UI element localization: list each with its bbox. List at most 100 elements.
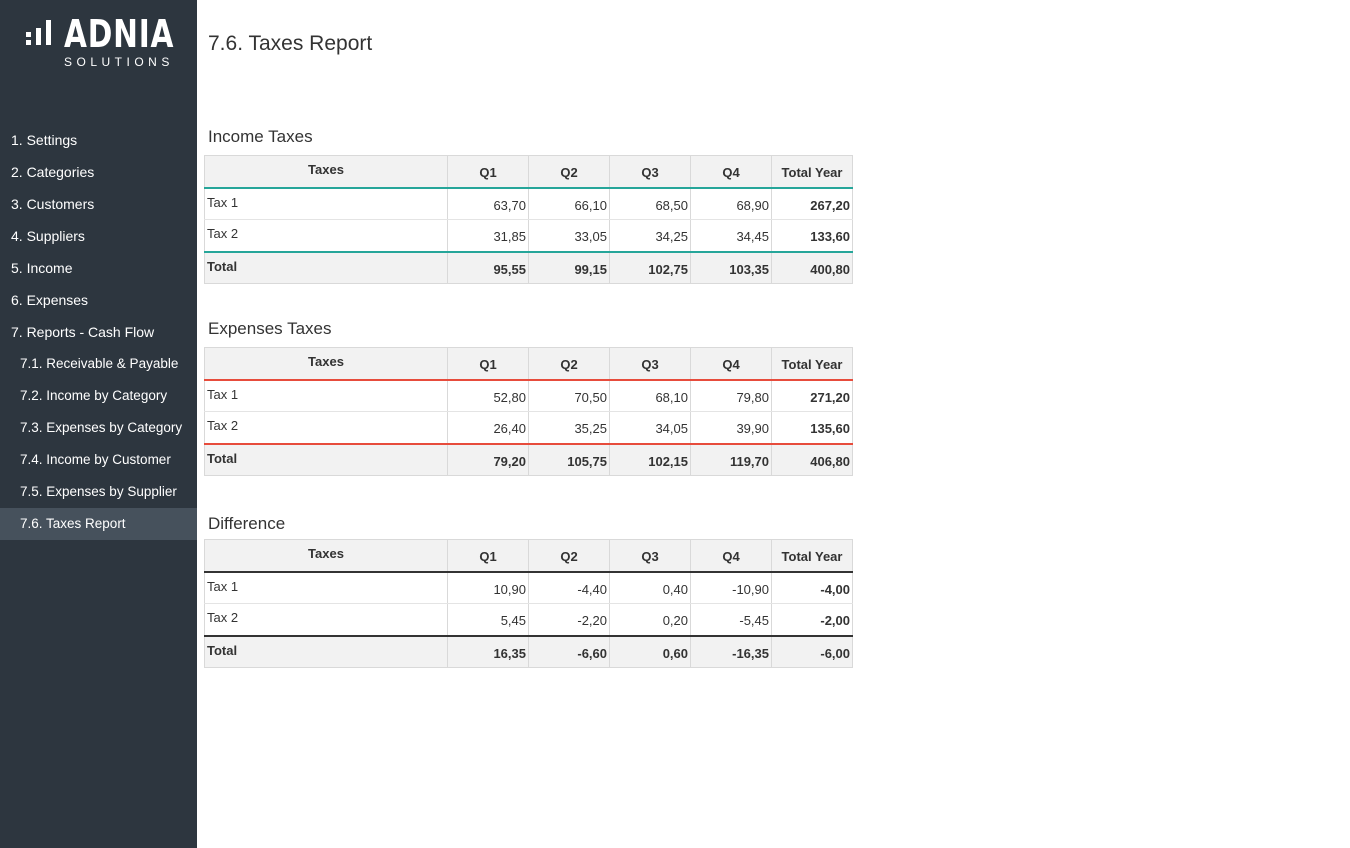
cell-q1: 10,90 xyxy=(447,571,529,604)
logo-bars-icon xyxy=(24,18,56,48)
column-header-q1: Q1 xyxy=(447,155,529,189)
cell-total-year: 133,60 xyxy=(771,219,853,253)
brand-subtitle: SOLUTIONS xyxy=(64,55,174,69)
cell-q2: -2,20 xyxy=(528,603,610,637)
column-header-q4: Q4 xyxy=(690,539,772,573)
expenses-taxes-table: Taxes Q1 Q2 Q3 Q4 Total Year Tax 1 52,80… xyxy=(204,347,853,476)
row-label: Tax 1 xyxy=(204,571,448,604)
column-header-q1: Q1 xyxy=(447,347,529,381)
column-header-q2: Q2 xyxy=(528,155,610,189)
cell-q1: 31,85 xyxy=(447,219,529,253)
cell-total-year: 406,80 xyxy=(771,443,853,476)
cell-q3: 68,50 xyxy=(609,187,691,220)
cell-q2: 105,75 xyxy=(528,443,610,476)
cell-q1: 5,45 xyxy=(447,603,529,637)
cell-total-year: 400,80 xyxy=(771,251,853,284)
cell-q3: 34,05 xyxy=(609,411,691,445)
nav-item-expenses-by-category[interactable]: 7.3. Expenses by Category xyxy=(20,420,183,435)
cell-q4: 79,80 xyxy=(690,379,772,412)
nav-item-taxes-report[interactable]: 7.6. Taxes Report xyxy=(0,508,197,540)
column-header-total-year: Total Year xyxy=(771,347,853,381)
cell-q4: 119,70 xyxy=(690,443,772,476)
table-row: Tax 1 52,80 70,50 68,10 79,80 271,20 xyxy=(204,379,853,412)
total-row: Total 79,20 105,75 102,15 119,70 406,80 xyxy=(204,443,853,476)
brand-name: ADNIA xyxy=(64,12,175,56)
income-taxes-table: Taxes Q1 Q2 Q3 Q4 Total Year Tax 1 63,70… xyxy=(204,155,853,284)
column-header-q2: Q2 xyxy=(528,347,610,381)
sidebar: ADNIA SOLUTIONS 1. Settings 2. Categorie… xyxy=(0,0,197,848)
sidebar-nav: 1. Settings 2. Categories 3. Customers 4… xyxy=(0,124,197,540)
nav-item-expenses[interactable]: 6. Expenses xyxy=(11,292,89,308)
cell-q4: -16,35 xyxy=(690,635,772,668)
cell-q1: 95,55 xyxy=(447,251,529,284)
column-header-q3: Q3 xyxy=(609,347,691,381)
table-header-row: Taxes Q1 Q2 Q3 Q4 Total Year xyxy=(204,539,853,573)
cell-total-year: 267,20 xyxy=(771,187,853,220)
nav-item-reports-cash-flow[interactable]: 7. Reports - Cash Flow xyxy=(11,324,155,340)
cell-q4: 39,90 xyxy=(690,411,772,445)
nav-item-customers[interactable]: 3. Customers xyxy=(11,196,95,212)
column-header-total-year: Total Year xyxy=(771,155,853,189)
cell-total-year: 135,60 xyxy=(771,411,853,445)
cell-q3: 68,10 xyxy=(609,379,691,412)
table-row: Tax 2 26,40 35,25 34,05 39,90 135,60 xyxy=(204,411,853,445)
cell-q2: -4,40 xyxy=(528,571,610,604)
row-label: Tax 2 xyxy=(204,603,448,637)
row-label: Tax 2 xyxy=(204,219,448,253)
cell-q3: 102,15 xyxy=(609,443,691,476)
cell-q3: 102,75 xyxy=(609,251,691,284)
cell-q3: 0,20 xyxy=(609,603,691,637)
total-row: Total 16,35 -6,60 0,60 -16,35 -6,00 xyxy=(204,635,853,668)
cell-q2: -6,60 xyxy=(528,635,610,668)
table-row: Tax 1 10,90 -4,40 0,40 -10,90 -4,00 xyxy=(204,571,853,604)
cell-q1: 63,70 xyxy=(447,187,529,220)
nav-item-categories[interactable]: 2. Categories xyxy=(11,164,95,180)
cell-q2: 99,15 xyxy=(528,251,610,284)
column-header-q3: Q3 xyxy=(609,155,691,189)
nav-item-income-by-category[interactable]: 7.2. Income by Category xyxy=(20,388,168,403)
table-header-row: Taxes Q1 Q2 Q3 Q4 Total Year xyxy=(204,155,853,189)
cell-q1: 16,35 xyxy=(447,635,529,668)
nav-item-receivable-payable[interactable]: 7.1. Receivable & Payable xyxy=(20,356,179,371)
column-header-taxes: Taxes xyxy=(204,347,448,381)
row-label: Tax 2 xyxy=(204,411,448,445)
column-header-taxes: Taxes xyxy=(204,539,448,573)
nav-item-settings[interactable]: 1. Settings xyxy=(11,132,78,148)
cell-q2: 35,25 xyxy=(528,411,610,445)
brand-logo[interactable]: ADNIA SOLUTIONS xyxy=(22,12,174,76)
nav-item-suppliers[interactable]: 4. Suppliers xyxy=(11,228,85,244)
column-header-q3: Q3 xyxy=(609,539,691,573)
cell-q1: 79,20 xyxy=(447,443,529,476)
column-header-q4: Q4 xyxy=(690,155,772,189)
cell-q4: 103,35 xyxy=(690,251,772,284)
cell-q2: 70,50 xyxy=(528,379,610,412)
cell-total-year: -4,00 xyxy=(771,571,853,604)
column-header-q2: Q2 xyxy=(528,539,610,573)
column-header-taxes: Taxes xyxy=(204,155,448,189)
cell-q1: 52,80 xyxy=(447,379,529,412)
row-label: Total xyxy=(204,251,448,284)
row-label: Total xyxy=(204,443,448,476)
total-row: Total 95,55 99,15 102,75 103,35 400,80 xyxy=(204,251,853,284)
table-row: Tax 2 31,85 33,05 34,25 34,45 133,60 xyxy=(204,219,853,253)
cell-q4: -5,45 xyxy=(690,603,772,637)
income-taxes-title: Income Taxes xyxy=(208,127,313,146)
nav-item-income-by-customer[interactable]: 7.4. Income by Customer xyxy=(20,452,171,467)
cell-q4: 68,90 xyxy=(690,187,772,220)
cell-total-year: 271,20 xyxy=(771,379,853,412)
expenses-taxes-title: Expenses Taxes xyxy=(208,319,332,338)
table-header-row: Taxes Q1 Q2 Q3 Q4 Total Year xyxy=(204,347,853,381)
cell-q1: 26,40 xyxy=(447,411,529,445)
nav-item-income[interactable]: 5. Income xyxy=(11,260,73,276)
table-row: Tax 1 63,70 66,10 68,50 68,90 267,20 xyxy=(204,187,853,220)
row-label: Tax 1 xyxy=(204,379,448,412)
cell-q2: 33,05 xyxy=(528,219,610,253)
cell-q3: 0,40 xyxy=(609,571,691,604)
cell-q2: 66,10 xyxy=(528,187,610,220)
table-row: Tax 2 5,45 -2,20 0,20 -5,45 -2,00 xyxy=(204,603,853,637)
cell-q3: 34,25 xyxy=(609,219,691,253)
nav-item-expenses-by-supplier[interactable]: 7.5. Expenses by Supplier xyxy=(20,484,177,499)
column-header-q1: Q1 xyxy=(447,539,529,573)
column-header-total-year: Total Year xyxy=(771,539,853,573)
row-label: Tax 1 xyxy=(204,187,448,220)
